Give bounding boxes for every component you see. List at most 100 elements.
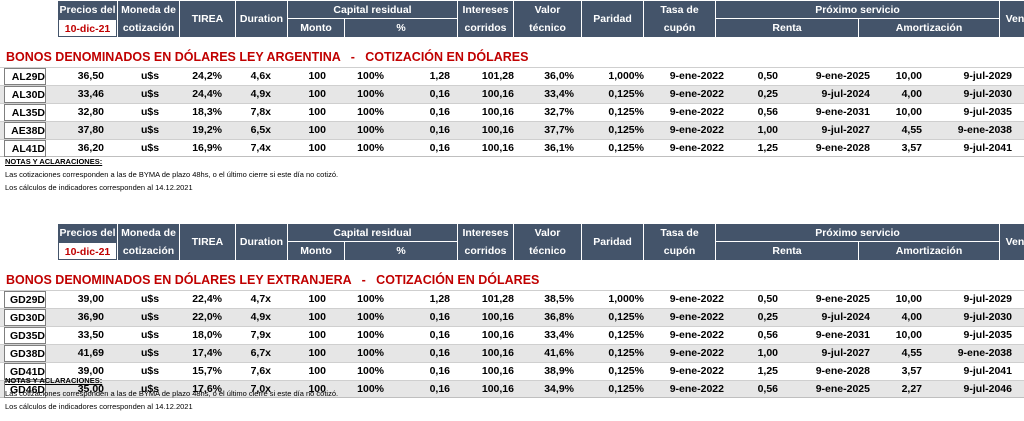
cell-renta-monto: 0,50 [757, 70, 778, 82]
header-tasa-bottom: cupón [663, 22, 696, 34]
table-row: AL30D 33,46 u$s 24,4% 4,9x 100 100% 0,16 100,16 3… [0, 85, 1024, 103]
cell-valor-tecnico: 100,16 [481, 142, 514, 154]
cell-valor-tecnico: 101,28 [481, 70, 514, 82]
cell-moneda: u$s [140, 142, 160, 154]
cell-paridad: 32,7% [544, 106, 574, 118]
cell-monto: 100 [308, 106, 326, 118]
header-pct: % [396, 22, 406, 34]
cell-tirea: 24,2% [192, 70, 222, 82]
cell-tasa-cupon: 0,125% [608, 383, 644, 395]
header-tasa: Tasa de cupón [644, 1, 716, 37]
cell-pct: 100% [357, 142, 384, 154]
header-date: 10-dic-21 [58, 242, 117, 260]
cell-renta-monto: 0,25 [757, 311, 778, 323]
cell-amort-monto: 10,00 [895, 329, 922, 341]
header-capital-residual: Capital residual Monto % [288, 1, 458, 37]
cell-duration: 4,7x [250, 293, 271, 305]
cell-pct: 100% [357, 329, 384, 341]
cell-tasa-cupon: 0,125% [608, 124, 644, 136]
cell-tasa-cupon: 0,125% [608, 311, 644, 323]
cell-amort-fecha: 9-ene-2028 [815, 142, 870, 154]
header-monto: Monto [300, 22, 332, 34]
cell-renta-monto: 0,56 [757, 329, 778, 341]
cell-monto: 100 [308, 311, 326, 323]
header-vencimiento-label: Vencimiento [1005, 236, 1024, 248]
cell-monto: 100 [308, 70, 326, 82]
cell-tirea: 15,7% [192, 365, 222, 377]
cell-amort-monto: 10,00 [895, 70, 922, 82]
notes-heading: NOTAS Y ACLARACIONES: [5, 157, 103, 166]
header-amortizacion: Amortización [895, 245, 963, 257]
header-monto: Monto [300, 245, 332, 257]
header-tirea-label: TIREA [191, 13, 224, 25]
header-duration: Duration [236, 1, 288, 37]
header-paridad: Paridad [582, 1, 644, 37]
cell-tirea: 22,4% [192, 293, 222, 305]
header-date: 10-dic-21 [58, 19, 117, 37]
cell-intereses: 1,28 [429, 70, 450, 82]
header-capital-residual: Capital residual Monto % [288, 224, 458, 260]
header-moneda-top: Moneda de [121, 227, 176, 239]
header-capital-label: Capital residual [333, 4, 412, 16]
cell-paridad: 38,5% [544, 293, 574, 305]
cell-amort-fecha: 9-ene-2028 [815, 365, 870, 377]
cell-ticker: AL29D [4, 68, 46, 85]
cell-paridad: 37,7% [544, 124, 574, 136]
cell-renta-monto: 1,00 [757, 347, 778, 359]
cell-amort-fecha: 9-jul-2024 [821, 88, 870, 100]
header-intereses-bottom: corridos [464, 245, 507, 257]
table-row: AL35D 32,80 u$s 18,3% 7,8x 100 100% 0,16 100,16 3… [0, 103, 1024, 121]
cell-valor-tecnico: 100,16 [481, 329, 514, 341]
cell-vencimiento: 9-jul-2041 [963, 365, 1012, 377]
cell-moneda: u$s [140, 383, 160, 395]
table-body: AL29D 36,50 u$s 24,2% 4,6x 100 100% 1,28 101,28 3… [0, 67, 1024, 157]
cell-amort-fecha: 9-ene-2031 [815, 106, 870, 118]
cell-paridad: 38,9% [544, 365, 574, 377]
cell-monto: 100 [308, 142, 326, 154]
header-moneda: Moneda de cotización [118, 1, 180, 37]
cell-tasa-cupon: 0,125% [608, 329, 644, 341]
cell-ticker: AE38D [4, 122, 46, 139]
table-row: GD41D 39,00 u$s 15,7% 7,6x 100 100% 0,16 100,16 3… [0, 362, 1024, 380]
header-moneda-bottom: cotización [122, 245, 175, 257]
header-intereses: Intereses corridos [458, 1, 514, 37]
notes-line-2: Los cálculos de indicadores corresponden… [5, 183, 193, 192]
cell-vencimiento: 9-jul-2041 [963, 142, 1012, 154]
cell-renta-monto: 0,50 [757, 293, 778, 305]
header-duration-label: Duration [239, 13, 284, 25]
cell-amort-fecha: 9-ene-2025 [815, 383, 870, 395]
cell-valor-tecnico: 100,16 [481, 365, 514, 377]
cell-precio: 39,00 [77, 293, 104, 305]
cell-duration: 7,4x [250, 142, 271, 154]
header-intereses: Intereses corridos [458, 224, 514, 260]
cell-duration: 4,9x [250, 311, 271, 323]
cell-moneda: u$s [140, 88, 160, 100]
cell-monto: 100 [308, 347, 326, 359]
cell-tirea: 16,9% [192, 142, 222, 154]
notes-line-1: Las cotizaciones corresponden a las de B… [5, 170, 339, 179]
header-tasa-bottom: cupón [663, 245, 696, 257]
header-precios-label: Precios del [59, 4, 116, 16]
header-tasa-top: Tasa de [660, 227, 699, 239]
cell-amort-monto: 4,00 [901, 88, 922, 100]
header-proximo-servicio: Próximo servicio Renta Amortización [716, 1, 1000, 37]
cell-intereses: 0,16 [429, 329, 450, 341]
cell-pct: 100% [357, 365, 384, 377]
cell-intereses: 0,16 [429, 311, 450, 323]
cell-pct: 100% [357, 347, 384, 359]
header-valor-bottom: técnico [529, 245, 566, 257]
header-proximo-label: Próximo servicio [815, 4, 900, 16]
cell-paridad: 36,1% [544, 142, 574, 154]
cell-moneda: u$s [140, 365, 160, 377]
cell-pct: 100% [357, 124, 384, 136]
cell-monto: 100 [308, 124, 326, 136]
cell-intereses: 1,28 [429, 293, 450, 305]
cell-amort-fecha: 9-jul-2027 [821, 124, 870, 136]
cell-valor-tecnico: 101,28 [481, 293, 514, 305]
cell-vencimiento: 9-jul-2030 [963, 311, 1012, 323]
cell-tirea: 18,0% [192, 329, 222, 341]
cell-renta-fecha: 9-ene-2022 [669, 88, 724, 100]
cell-tirea: 22,0% [192, 311, 222, 323]
cell-ticker: AL35D [4, 104, 46, 121]
cell-moneda: u$s [140, 70, 160, 82]
